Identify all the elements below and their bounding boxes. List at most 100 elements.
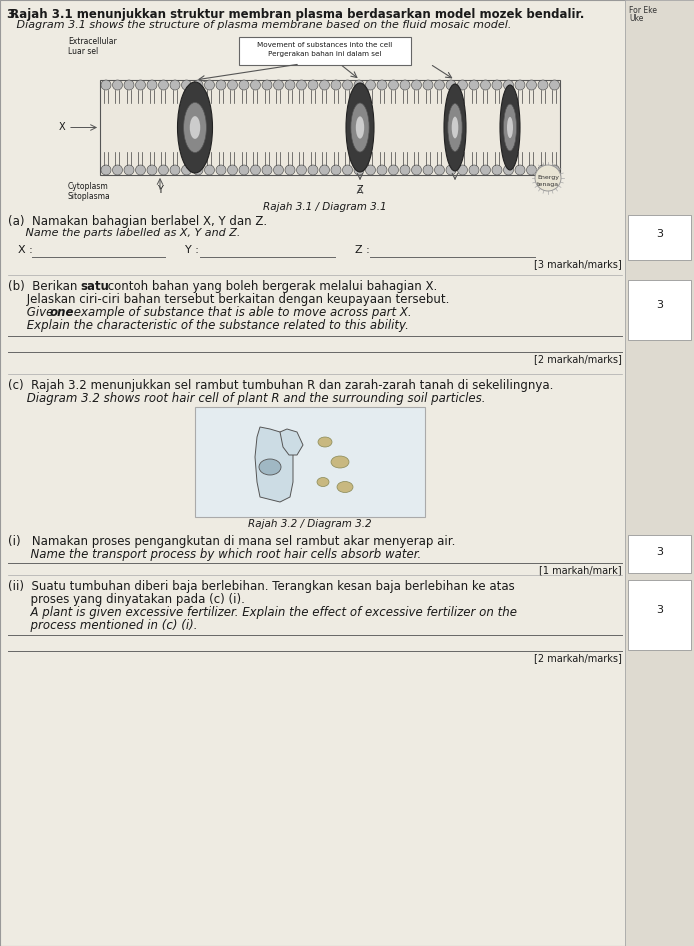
Circle shape	[423, 80, 433, 90]
Circle shape	[262, 165, 272, 175]
Ellipse shape	[317, 478, 329, 486]
Circle shape	[492, 80, 502, 90]
Circle shape	[147, 80, 157, 90]
Circle shape	[423, 165, 433, 175]
Text: tenaga: tenaga	[537, 182, 559, 187]
Circle shape	[377, 165, 387, 175]
Circle shape	[205, 165, 214, 175]
Text: X: X	[58, 122, 65, 132]
Text: [1 markah/mark]: [1 markah/mark]	[539, 565, 622, 575]
Circle shape	[527, 80, 536, 90]
Text: (c)  Rajah 3.2 menunjukkan sel rambut tumbuhan R dan zarah-zarah tanah di sekeli: (c) Rajah 3.2 menunjukkan sel rambut tum…	[8, 379, 553, 392]
Circle shape	[170, 165, 180, 175]
Ellipse shape	[318, 437, 332, 447]
Text: [2 markah/marks]: [2 markah/marks]	[534, 354, 622, 364]
FancyBboxPatch shape	[239, 37, 411, 65]
Circle shape	[469, 80, 479, 90]
Text: For Eke: For Eke	[629, 6, 657, 15]
Ellipse shape	[184, 102, 206, 152]
Circle shape	[285, 165, 295, 175]
Text: Y: Y	[157, 185, 163, 195]
Text: Name the transport process by which root hair cells absorb water.: Name the transport process by which root…	[8, 548, 421, 561]
Circle shape	[101, 80, 111, 90]
Bar	[100, 80, 560, 175]
Text: process mentioned in (c) (i).: process mentioned in (c) (i).	[8, 619, 198, 632]
Circle shape	[457, 165, 468, 175]
Circle shape	[170, 80, 180, 90]
Circle shape	[331, 165, 341, 175]
Circle shape	[228, 80, 237, 90]
Circle shape	[296, 165, 307, 175]
Circle shape	[205, 80, 214, 90]
Circle shape	[400, 80, 410, 90]
Circle shape	[296, 80, 307, 90]
Text: (i)   Namakan proses pengangkutan di mana sel rambut akar menyerap air.: (i) Namakan proses pengangkutan di mana …	[8, 535, 455, 548]
Circle shape	[434, 165, 444, 175]
Text: Diagram 3.1 shows the structure of plasma membrane based on the fluid mosaic mod: Diagram 3.1 shows the structure of plasm…	[6, 20, 511, 30]
Circle shape	[262, 80, 272, 90]
Circle shape	[182, 80, 192, 90]
Circle shape	[354, 165, 364, 175]
Circle shape	[193, 80, 203, 90]
Circle shape	[308, 165, 318, 175]
Text: Diagram 3.2 shows root hair cell of plant R and the surrounding soil particles.: Diagram 3.2 shows root hair cell of plan…	[8, 392, 486, 405]
Circle shape	[412, 80, 421, 90]
Ellipse shape	[189, 116, 201, 139]
Text: Z :: Z :	[355, 245, 370, 255]
Circle shape	[446, 80, 456, 90]
Circle shape	[216, 165, 226, 175]
Polygon shape	[255, 427, 293, 502]
Text: Y :: Y :	[185, 245, 199, 255]
Text: Name the parts labelled as X, Y and Z.: Name the parts labelled as X, Y and Z.	[8, 228, 240, 238]
Circle shape	[182, 165, 192, 175]
Ellipse shape	[356, 116, 364, 139]
Circle shape	[535, 165, 561, 191]
Text: Rajah 3.1 / Diagram 3.1: Rajah 3.1 / Diagram 3.1	[263, 202, 387, 212]
Text: Movement of substances into the cell: Movement of substances into the cell	[257, 42, 393, 48]
Ellipse shape	[351, 103, 369, 152]
Circle shape	[515, 80, 525, 90]
Circle shape	[412, 165, 421, 175]
Circle shape	[550, 165, 559, 175]
Text: (ii)  Suatu tumbuhan diberi baja berlebihan. Terangkan kesan baja berlebihan ke : (ii) Suatu tumbuhan diberi baja berlebih…	[8, 580, 515, 593]
Ellipse shape	[452, 116, 458, 138]
Circle shape	[538, 165, 548, 175]
Text: 3: 3	[656, 605, 663, 615]
Text: Pergerakan bahan ini dalam sel: Pergerakan bahan ini dalam sel	[269, 51, 382, 57]
Circle shape	[527, 165, 536, 175]
Text: Energy: Energy	[537, 175, 559, 180]
Circle shape	[389, 165, 398, 175]
Text: Give: Give	[8, 306, 57, 319]
Text: 3: 3	[656, 547, 663, 557]
Text: Rajah 3.2 / Diagram 3.2: Rajah 3.2 / Diagram 3.2	[248, 519, 372, 529]
Circle shape	[158, 80, 169, 90]
Bar	[628, 215, 691, 260]
Circle shape	[135, 165, 146, 175]
Text: Extracellular
Luar sel: Extracellular Luar sel	[68, 37, 117, 57]
Ellipse shape	[504, 104, 516, 150]
Ellipse shape	[448, 103, 462, 151]
Circle shape	[158, 165, 169, 175]
Circle shape	[354, 80, 364, 90]
Circle shape	[504, 165, 514, 175]
Ellipse shape	[507, 117, 513, 138]
Circle shape	[366, 80, 375, 90]
Polygon shape	[280, 429, 303, 455]
Ellipse shape	[444, 84, 466, 171]
Text: Rajah 3.1 menunjukkan struktur membran plasma berdasarkan model mozek bendalir.: Rajah 3.1 menunjukkan struktur membran p…	[6, 8, 584, 21]
Bar	[628, 280, 691, 340]
Circle shape	[273, 165, 284, 175]
Circle shape	[239, 80, 249, 90]
Text: proses yang dinyatakan pada (c) (i).: proses yang dinyatakan pada (c) (i).	[8, 593, 245, 606]
Circle shape	[504, 80, 514, 90]
Text: (b)  Berikan: (b) Berikan	[8, 280, 81, 293]
Circle shape	[319, 80, 330, 90]
Ellipse shape	[331, 456, 349, 468]
Circle shape	[147, 165, 157, 175]
Text: contoh bahan yang boleh bergerak melalui bahagian X.: contoh bahan yang boleh bergerak melalui…	[104, 280, 437, 293]
Text: Jelaskan ciri-ciri bahan tersebut berkaitan dengan keupayaan tersebut.: Jelaskan ciri-ciri bahan tersebut berkai…	[8, 293, 450, 306]
Circle shape	[515, 165, 525, 175]
Text: X :: X :	[18, 245, 33, 255]
Text: 3: 3	[656, 229, 663, 239]
Ellipse shape	[500, 85, 520, 170]
